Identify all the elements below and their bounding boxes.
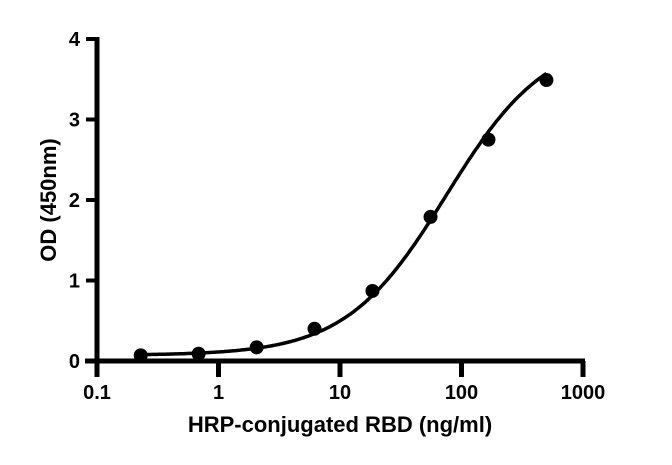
- data-point: [249, 340, 264, 355]
- data-point: [133, 348, 148, 363]
- x-tick-label: 1: [213, 382, 224, 404]
- y-tick-label: 4: [69, 29, 81, 51]
- data-point: [423, 209, 438, 224]
- data-points: [133, 73, 554, 363]
- y-tick-label: 2: [69, 190, 80, 212]
- x-axis-title: HRP-conjugated RBD (ng/ml): [188, 412, 492, 437]
- x-tick-label: 1000: [561, 382, 606, 404]
- y-tick-label: 0: [69, 351, 80, 373]
- x-tick-label: 10: [329, 382, 351, 404]
- data-point: [539, 73, 554, 88]
- data-point: [365, 283, 380, 298]
- x-ticks: 0.1 1 10 100 1000: [83, 361, 605, 404]
- y-tick-label: 3: [69, 110, 80, 132]
- axes: [85, 37, 585, 377]
- y-ticks: 0 1 2 3 4: [69, 29, 97, 373]
- data-point: [481, 132, 496, 147]
- data-point: [307, 321, 322, 336]
- fit-curve: [140, 71, 548, 357]
- x-tick-label: 0.1: [83, 382, 111, 404]
- x-tick-label: 100: [445, 382, 478, 404]
- y-axis-title: OD (450nm): [36, 138, 61, 261]
- y-tick-label: 1: [69, 271, 80, 293]
- data-point: [191, 346, 206, 361]
